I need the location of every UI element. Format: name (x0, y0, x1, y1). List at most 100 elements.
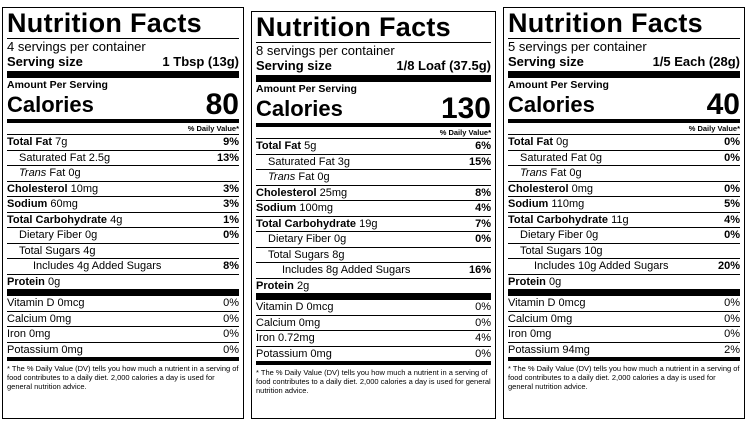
nutrient-name: Dietary Fiber (520, 229, 583, 241)
nutrient-amount: 0mg (571, 182, 593, 195)
nutrient-dv: 4% (475, 202, 491, 214)
nutrient-amount: 0g (85, 229, 98, 241)
medium-divider (508, 119, 740, 123)
trans-label: Trans (520, 167, 548, 179)
total-sugars-text: Total Sugars 10g (520, 244, 603, 257)
nutrient-row-protein: Protein 2g (256, 277, 491, 294)
nutrient-dv: 8% (475, 186, 491, 199)
iron-text: Iron 0.72mg (256, 332, 315, 344)
nutrient-dv: 20% (717, 260, 740, 272)
nutrient-amount: 2g (296, 279, 310, 292)
nutrient-dv: 6% (475, 140, 491, 152)
nutrient-row-saturated-fat: Saturated Fat 0g 0% (508, 149, 740, 166)
serving-size-label: Serving size (256, 58, 332, 73)
total-sugars-text: Total Sugars 8g (268, 248, 345, 261)
nutrient-amount: 100mg (299, 202, 334, 214)
amount-per-serving: Amount Per Serving (508, 79, 609, 91)
nutrient-row-dietary-fiber: Dietary Fiber 0g 0% (508, 227, 740, 243)
nutrient-row-sodium: Sodium 100mg 4% (256, 200, 491, 216)
medium-divider (256, 123, 491, 127)
nutrient-name: Protein (256, 279, 294, 292)
nutrient-amount: 19g (359, 217, 378, 230)
thick-divider (256, 293, 491, 300)
iron-text: Iron 0mg (7, 328, 51, 340)
serving-size-label: Serving size (508, 54, 584, 69)
serving-size-label: Serving size (7, 54, 83, 69)
divider (508, 38, 740, 39)
nutrient-amount: 25mg (319, 186, 348, 199)
nutrient-dv: 0% (223, 297, 239, 309)
nutrient-name: Cholesterol (508, 182, 569, 195)
nutrient-amount: 0g (548, 275, 562, 288)
daily-value-footnote: * The % Daily Value (DV) tells you how m… (508, 364, 740, 391)
nutrient-dv: 1% (223, 213, 239, 226)
nutrient-name: Total Fat (256, 140, 302, 152)
daily-value-header: % Daily Value* (187, 124, 239, 133)
nutrient-row-added-sugars: Includes 10g Added Sugars 20% (508, 258, 740, 274)
nutrient-row-iron: Iron 0.72mg 4% (256, 330, 491, 346)
nutrient-row-total-fat: Total Fat 7g 9% (7, 134, 239, 150)
nutrient-dv: 0% (724, 312, 740, 325)
nutrient-name: Saturated Fat (268, 155, 335, 168)
calcium-text: Calcium 0mg (7, 312, 72, 325)
thick-divider (7, 289, 239, 296)
medium-divider (508, 357, 740, 361)
thick-divider (508, 289, 740, 296)
calories-row: Calories 80 (7, 88, 239, 121)
calories-row: Calories 130 (256, 94, 491, 124)
nutrient-amount: 0g (589, 151, 602, 164)
nutrient-dv: 7% (475, 217, 491, 230)
calories-label: Calories (256, 96, 343, 121)
nutrient-dv: 0% (724, 151, 740, 164)
trans-fat-text: Fat 0g (298, 171, 330, 183)
daily-value-footnote: * The % Daily Value (DV) tells you how m… (256, 368, 491, 395)
nutrient-dv: 3% (223, 182, 239, 195)
trans-label: Trans (19, 167, 47, 179)
nutrient-row-total-sugars: Total Sugars 8g (256, 246, 491, 263)
nutrient-row-total-sugars: Total Sugars 4g (7, 242, 239, 259)
nutrient-dv: 0% (475, 301, 491, 313)
nutrient-amount: 11g (611, 213, 629, 226)
nutrient-amount: 10mg (70, 182, 99, 195)
nutrition-facts-label: Nutrition Facts 8 servings per container… (251, 11, 496, 419)
nutrient-name: Protein (508, 275, 546, 288)
medium-divider (7, 119, 239, 123)
nutrient-row-total-carbohydrate: Total Carbohydrate 19g 7% (256, 215, 491, 232)
nutrient-row-saturated-fat: Saturated Fat 2.5g 13% (7, 149, 239, 166)
vitamin-d-text: Vitamin D 0mcg (7, 297, 85, 309)
nutrient-name: Dietary Fiber (268, 233, 331, 245)
label-title: Nutrition Facts (7, 8, 203, 38)
nutrient-row-calcium: Calcium 0mg 0% (508, 310, 740, 327)
serving-size-value: 1/8 Loaf (37.5g) (396, 58, 491, 73)
nutrient-name: Total Carbohydrate (256, 217, 357, 230)
nutrient-dv: 0% (724, 229, 740, 241)
nutrient-name: Saturated Fat (520, 151, 587, 164)
nutrient-dv: 3% (223, 198, 239, 210)
nutrient-dv: 0% (475, 233, 491, 245)
nutrient-amount: 2.5g (88, 151, 111, 164)
thick-divider (508, 71, 740, 78)
daily-value-header: % Daily Value* (439, 128, 491, 137)
nutrient-row-total-sugars: Total Sugars 10g (508, 242, 740, 259)
nutrient-amount: 110mg (551, 198, 585, 210)
divider (7, 38, 239, 39)
nutrient-row-cholesterol: Cholesterol 10mg 3% (7, 180, 239, 197)
serving-size-row: Serving size 1/5 Each (28g) (508, 54, 740, 69)
calories-value: 80 (205, 88, 239, 121)
nutrient-dv: 9% (223, 136, 239, 148)
calories-label: Calories (508, 92, 595, 117)
nutrient-amount: 3g (337, 155, 350, 168)
nutrient-row-potassium: Potassium 0mg 0% (256, 345, 491, 362)
daily-value-header: % Daily Value* (688, 124, 740, 133)
nutrient-row-trans-fat: Trans Fat 0g (508, 165, 740, 181)
added-sugars-text: Includes 4g Added Sugars (33, 260, 162, 272)
servings-per-container: 4 servings per container (7, 39, 146, 54)
trans-fat-text: Fat 0g (550, 167, 582, 179)
nutrient-row-total-fat: Total Fat 5g 6% (256, 138, 491, 154)
vitamin-d-text: Vitamin D 0mcg (508, 297, 586, 309)
nutrient-row-calcium: Calcium 0mg 0% (256, 314, 491, 331)
nutrient-name: Sodium (256, 202, 297, 214)
nutrient-row-potassium: Potassium 0mg 0% (7, 341, 239, 358)
nutrient-dv: 0% (223, 312, 239, 325)
calcium-text: Calcium 0mg (508, 312, 573, 325)
